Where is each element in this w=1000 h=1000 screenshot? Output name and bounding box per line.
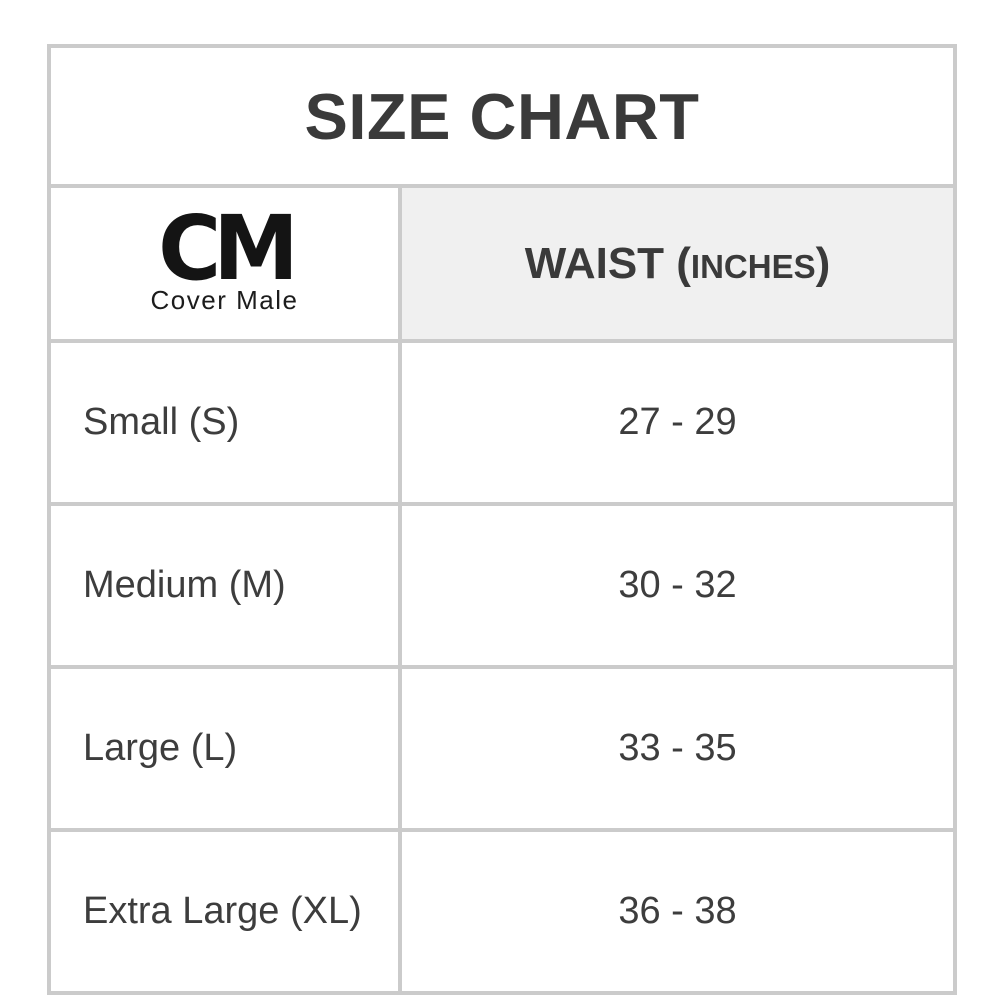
waist-value-medium: 30 - 32: [398, 502, 957, 669]
size-label-small: Small (S): [47, 339, 402, 506]
title-cell: SIZE CHART: [47, 44, 957, 188]
brand-name-label: Cover Male: [150, 285, 299, 316]
size-label-large: Large (L): [47, 665, 402, 832]
waist-value-xlarge: 36 - 38: [398, 828, 957, 995]
table-row: Small (S) 27 - 29: [47, 339, 957, 506]
waist-header-label: WAIST (INCHES): [525, 239, 831, 288]
waist-header-prefix: WAIST (: [524, 238, 691, 288]
brand-logo-cell: CM Cover Male: [47, 184, 402, 343]
table-row: Extra Large (XL) 36 - 38: [47, 828, 957, 995]
waist-header-units: INCHES: [690, 247, 816, 285]
waist-column-header: WAIST (INCHES): [398, 184, 957, 343]
size-label-xlarge: Extra Large (XL): [47, 828, 402, 995]
waist-header-suffix: ): [815, 238, 831, 288]
title-row: SIZE CHART: [47, 44, 957, 188]
header-row: CM Cover Male WAIST (INCHES): [47, 184, 957, 343]
size-chart-title: SIZE CHART: [304, 79, 700, 153]
table-row: Medium (M) 30 - 32: [47, 502, 957, 669]
size-chart-table: SIZE CHART CM Cover Male WAIST (INCHES) …: [47, 44, 957, 995]
cover-male-logo: CM Cover Male: [150, 196, 299, 316]
waist-value-small: 27 - 29: [398, 339, 957, 506]
size-chart: SIZE CHART CM Cover Male WAIST (INCHES) …: [47, 44, 957, 995]
brand-initials-logo: CM: [158, 196, 299, 301]
waist-value-large: 33 - 35: [398, 665, 957, 832]
size-label-medium: Medium (M): [47, 502, 402, 669]
table-row: Large (L) 33 - 35: [47, 665, 957, 832]
